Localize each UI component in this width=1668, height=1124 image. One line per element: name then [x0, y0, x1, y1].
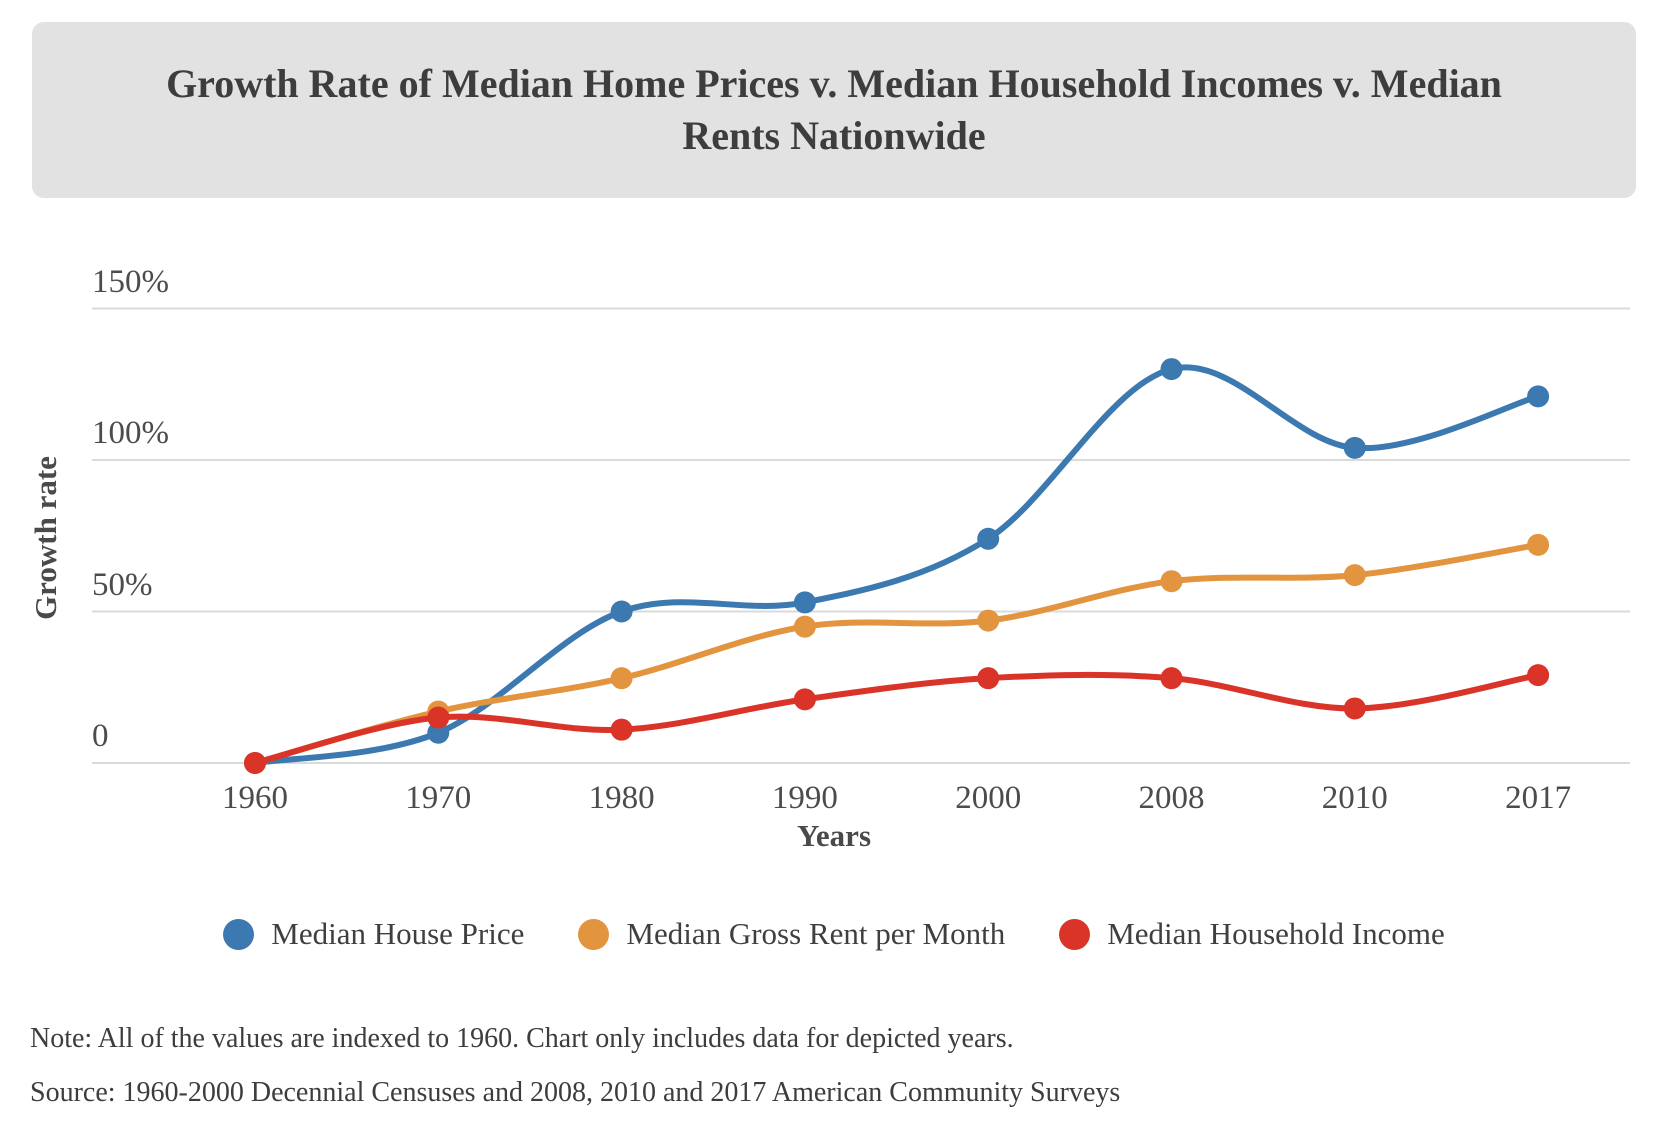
x-tick-label: 1990 [771, 780, 838, 816]
data-point-dot [1527, 664, 1550, 687]
y-tick-label: 100% [92, 415, 169, 451]
series-line [252, 541, 1542, 766]
x-axis-title: Years [796, 818, 872, 853]
data-point-dot [244, 752, 266, 774]
data-point-dot [1160, 667, 1183, 690]
x-tick-label: 2000 [955, 780, 1022, 816]
x-tick-label: 2010 [1321, 780, 1388, 816]
data-point-dot [1160, 358, 1183, 381]
legend-label-house-price: Median House Price [271, 916, 525, 951]
legend-label-gross-rent: Median Gross Rent per Month [626, 916, 1006, 951]
data-point-dot [1160, 570, 1183, 593]
y-tick-label: 50% [92, 566, 153, 603]
data-point-dot [1343, 436, 1366, 459]
data-point-dot [427, 721, 450, 744]
legend-item-gross-rent: Median Gross Rent per Month [578, 916, 1005, 952]
chart-title: Growth Rate of Median Home Prices v. Med… [166, 61, 1502, 158]
x-tick-label: 2008 [1138, 780, 1205, 816]
data-point-dot [1527, 533, 1550, 556]
data-point-dot [427, 706, 450, 729]
footnotes: Note: All of the values are indexed to 1… [30, 1012, 1630, 1120]
data-point-dot [793, 615, 816, 638]
data-point-dot [977, 667, 1000, 690]
data-point-dot [1343, 697, 1366, 720]
data-point-dot [793, 591, 816, 614]
house-price-dot-icon [223, 918, 255, 950]
legend-label-household-income: Median Household Income [1107, 916, 1445, 951]
data-point-dot [1343, 564, 1366, 587]
x-tick-label: 2017 [1505, 780, 1572, 816]
legend-item-household-income: Median Household Income [1059, 916, 1445, 952]
x-tick-label: 1980 [588, 780, 655, 816]
data-point-dot [610, 600, 633, 623]
series-line [252, 671, 1542, 766]
data-point-dot [1527, 385, 1550, 408]
legend-item-house-price: Median House Price [223, 916, 524, 952]
y-axis-title: Growth rate [28, 456, 63, 620]
data-point-dot [793, 688, 816, 711]
data-point-dot [610, 718, 633, 741]
household-income-dot-icon [1059, 918, 1091, 950]
gross-rent-dot-icon [578, 918, 610, 950]
note-text: Note: All of the values are indexed to 1… [30, 1023, 1014, 1054]
chart-title-band: Growth Rate of Median Home Prices v. Med… [32, 22, 1636, 198]
x-tick-label: 1970 [405, 780, 472, 816]
x-tick-label: 1960 [222, 780, 288, 816]
y-tick-label: 0 [92, 718, 109, 754]
data-point-dot [610, 667, 633, 690]
source-text: Source: 1960-2000 Decennial Censuses and… [30, 1077, 1121, 1108]
legend: Median House Price Median Gross Rent per… [0, 916, 1668, 952]
series-line [252, 364, 1542, 766]
data-point-dot [977, 609, 1000, 632]
data-point-dot [977, 527, 1000, 550]
y-tick-label: 150% [92, 263, 169, 300]
